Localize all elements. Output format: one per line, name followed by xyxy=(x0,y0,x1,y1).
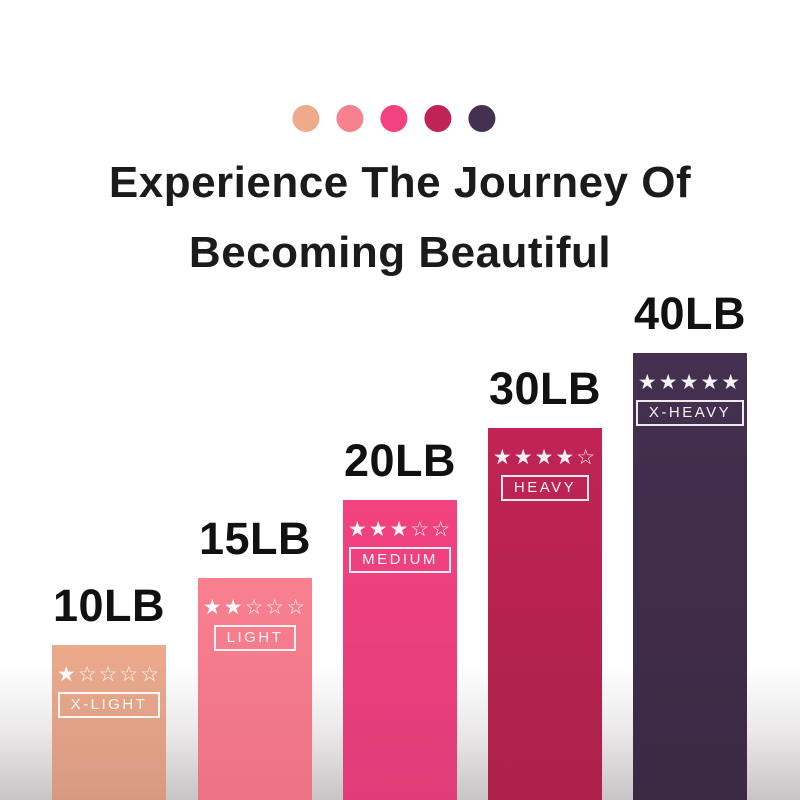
bar-heavy: ★★★★☆ HEAVY xyxy=(488,428,602,800)
star-rating: ★★★☆☆ xyxy=(347,518,453,541)
weight-label-20lb: 20LB xyxy=(343,435,457,486)
legend-dot-15lb xyxy=(336,105,364,132)
title-line-2: Becoming Beautiful xyxy=(188,228,612,277)
legend-dot-30lb xyxy=(424,105,452,132)
bar-group-20lb: 20LB ★★★☆☆ MEDIUM xyxy=(343,435,457,800)
weight-label-15lb: 15LB xyxy=(198,513,312,564)
star-rating: ★★★★☆ xyxy=(492,446,598,469)
bar-medium: ★★★☆☆ MEDIUM xyxy=(343,500,457,800)
title-line-1: Experience The Journey Of xyxy=(108,158,692,207)
bar-light: ★★☆☆☆ LIGHT xyxy=(198,578,312,800)
bar-group-40lb: 40LB ★★★★★ X-HEAVY xyxy=(633,288,747,800)
bar-group-15lb: 15LB ★★☆☆☆ LIGHT xyxy=(198,513,312,800)
legend-dot-10lb xyxy=(292,105,320,132)
tier-badge: MEDIUM xyxy=(349,547,451,573)
tier-badge: LIGHT xyxy=(213,625,297,651)
weight-label-10lb: 10LB xyxy=(52,580,166,631)
color-legend xyxy=(292,105,496,132)
star-rating: ★★★★★ xyxy=(637,371,743,394)
page-title: Experience The Journey Of Becoming Beaut… xyxy=(0,148,800,288)
tier-badge: X-LIGHT xyxy=(57,692,161,718)
tier-badge: X-HEAVY xyxy=(635,400,745,426)
bar-group-30lb: 30LB ★★★★☆ HEAVY xyxy=(488,363,602,800)
weight-label-40lb: 40LB xyxy=(633,288,747,339)
bar-x-heavy: ★★★★★ X-HEAVY xyxy=(633,353,747,800)
bar-x-light: ★☆☆☆☆ X-LIGHT xyxy=(52,645,166,800)
weight-label-30lb: 30LB xyxy=(488,363,602,414)
legend-dot-40lb xyxy=(468,105,496,132)
star-rating: ★★☆☆☆ xyxy=(202,596,308,619)
legend-dot-20lb xyxy=(380,105,408,132)
bar-group-10lb: 10LB ★☆☆☆☆ X-LIGHT xyxy=(52,580,166,800)
tier-badge: HEAVY xyxy=(500,475,590,501)
star-rating: ★☆☆☆☆ xyxy=(56,663,162,686)
